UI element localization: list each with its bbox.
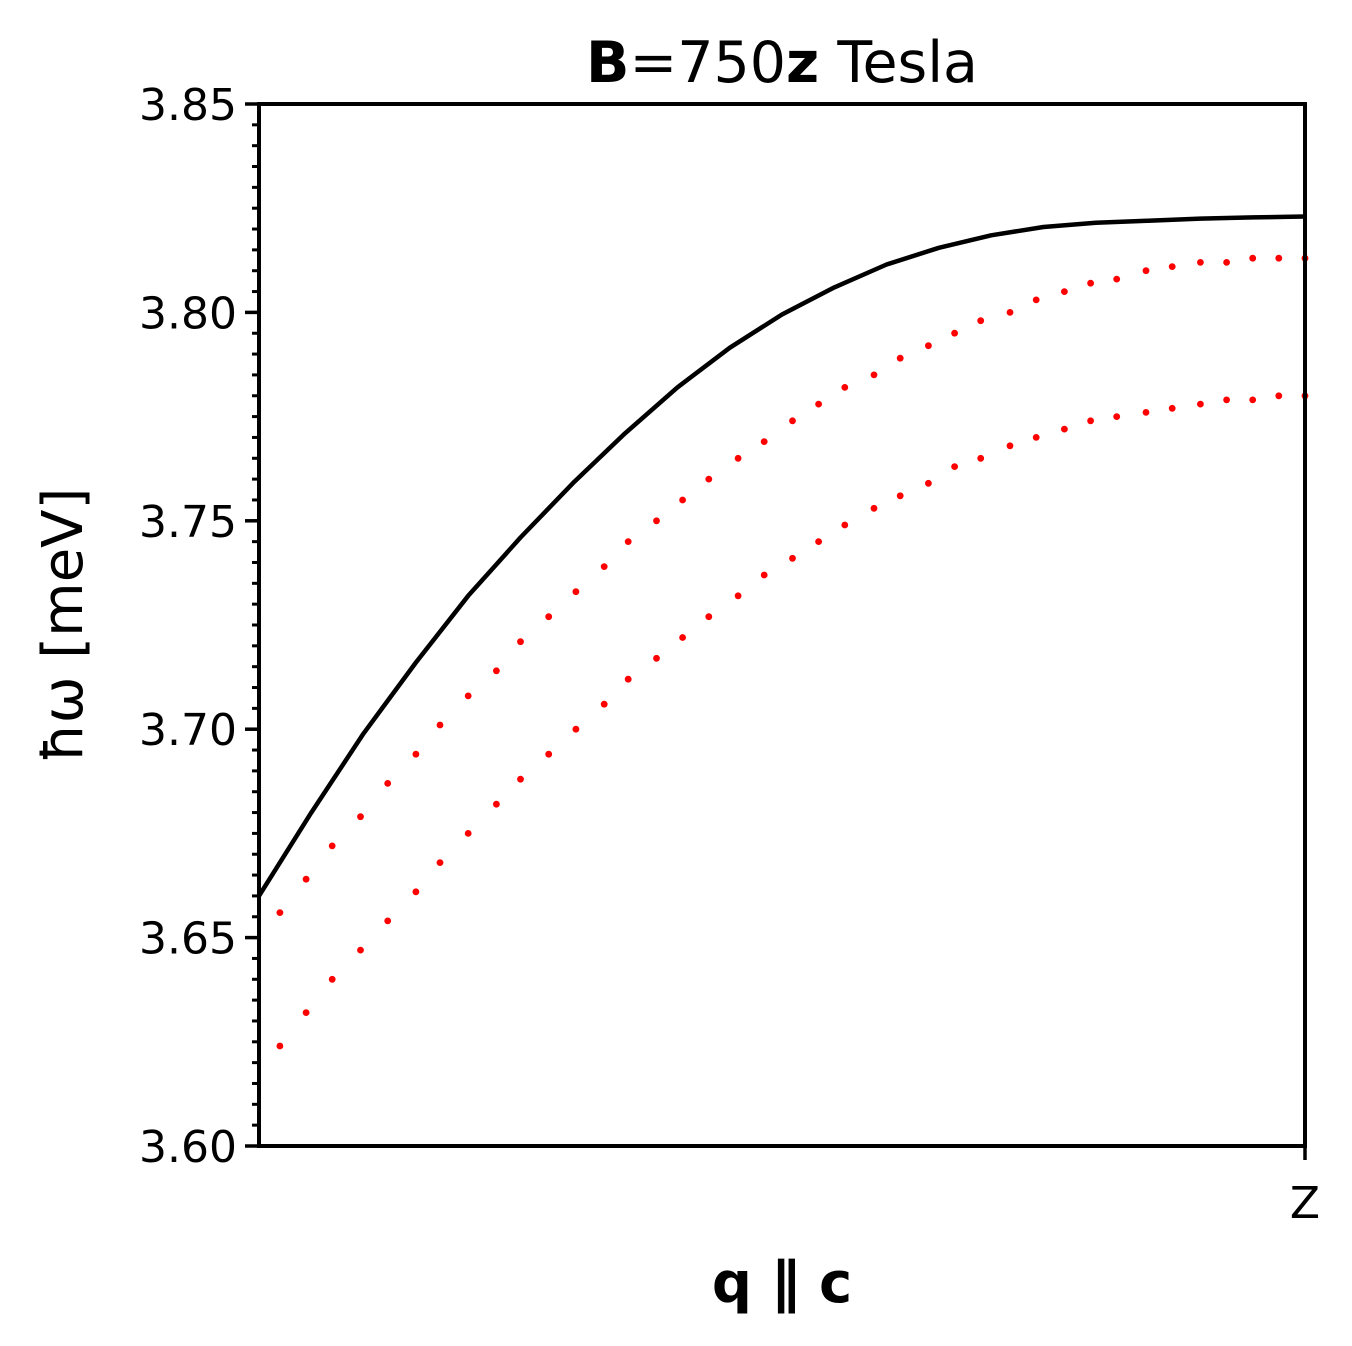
series-2-point (1168, 404, 1176, 412)
chart-title-part: B (586, 30, 629, 96)
series-1-point (1168, 263, 1176, 270)
series-2-point (789, 554, 796, 562)
series-1-point (815, 400, 822, 408)
series-1-point (705, 475, 713, 483)
x-tick-label: Z (1290, 1178, 1320, 1229)
series-1-point (925, 342, 932, 350)
series-2-point (760, 571, 768, 579)
series-1-point (302, 875, 310, 883)
series-1-point (679, 496, 686, 504)
series-1-point (870, 371, 878, 379)
series-2-point (600, 700, 608, 708)
series-1-point (734, 454, 742, 462)
series-1-point (1032, 296, 1040, 304)
series-1-point (545, 613, 553, 621)
series-2-point (545, 750, 553, 758)
series-1-point (624, 538, 632, 545)
series-1-point (1061, 288, 1068, 295)
series-1-point (600, 563, 608, 570)
series-1-point (328, 842, 336, 850)
series-2-point (679, 634, 686, 641)
series-1-point (276, 909, 284, 916)
series-2-point (925, 479, 932, 487)
chart-title-part: =750 (629, 30, 786, 96)
series-1-point (493, 667, 500, 675)
series-2-point (841, 521, 849, 529)
y-tick-label: 3.60 (139, 1122, 237, 1173)
series-2-point (815, 538, 822, 545)
y-tick-label: 3.70 (139, 705, 237, 756)
series-2-point (464, 830, 472, 837)
series-0-line (257, 214, 1306, 898)
series-2-point (517, 775, 524, 783)
series-2-point (624, 675, 632, 683)
y-tick-label: 3.65 (139, 914, 237, 965)
series-1-point (384, 780, 392, 787)
series-1-point (572, 588, 580, 596)
series-2-point (412, 888, 420, 896)
series-1-point (1113, 275, 1121, 283)
series-2-point (977, 454, 985, 462)
series-1-point (951, 329, 958, 337)
series-2-point (1113, 413, 1121, 420)
series-1-point (357, 813, 364, 821)
series-2-point (896, 492, 904, 500)
series-2-point (572, 725, 580, 733)
plot-area (257, 214, 1309, 1050)
series-1-point (1275, 254, 1283, 262)
series-2-point (436, 859, 444, 866)
series-2-point (734, 592, 742, 600)
plot-frame (257, 102, 1307, 1148)
series-2-point (1142, 409, 1150, 416)
series-2-point (493, 800, 500, 808)
series-2-point (705, 613, 713, 621)
series-2-point (1275, 392, 1283, 400)
series-1-point (1087, 279, 1094, 287)
series-1-point (1223, 259, 1230, 266)
series-2-point (1006, 442, 1014, 450)
series-1-point (517, 638, 524, 646)
series-2-point (951, 463, 958, 470)
x-axis-label: q ∥ c (712, 1251, 852, 1316)
series-2-point (276, 1042, 284, 1050)
series-1-point (653, 517, 660, 525)
y-axis-label: ħω [meV] (31, 488, 96, 763)
series-2-point (1249, 396, 1257, 404)
series-1-point (436, 721, 444, 729)
series-2-point (870, 504, 878, 512)
series-1-point (760, 438, 768, 445)
series-2-point (357, 946, 364, 954)
series-1-point (789, 417, 796, 425)
series-2-point (328, 975, 336, 983)
series-1-point (1197, 259, 1204, 266)
series-1-point (977, 317, 985, 325)
axis-ticks: 3.60 3.65 3.70 3.75 3.80 3.85 Z (139, 80, 1320, 1229)
series-1-point (412, 750, 420, 758)
series-2-point (1197, 400, 1204, 408)
y-tick-label: 3.85 (139, 80, 237, 131)
series-1-point (464, 692, 472, 700)
series-1-point (1142, 267, 1150, 275)
series-2-point (1061, 425, 1068, 433)
series-2-point (384, 917, 392, 925)
series-2-point (1087, 417, 1094, 425)
series-2-point (1223, 396, 1230, 404)
chart-title-part: Tesla (819, 30, 978, 96)
series-1-point (1006, 309, 1014, 316)
series-2-point (1032, 434, 1040, 441)
y-tick-label: 3.75 (139, 497, 237, 548)
chart-title: B=750z Tesla (586, 30, 978, 96)
series-1-point (841, 384, 849, 391)
y-tick-label: 3.80 (139, 288, 237, 339)
series-1-point (1249, 254, 1257, 262)
series-2-point (653, 654, 660, 662)
chart-title-part: z (786, 30, 819, 96)
series-1-point (896, 354, 904, 362)
series-2-point (302, 1009, 310, 1016)
